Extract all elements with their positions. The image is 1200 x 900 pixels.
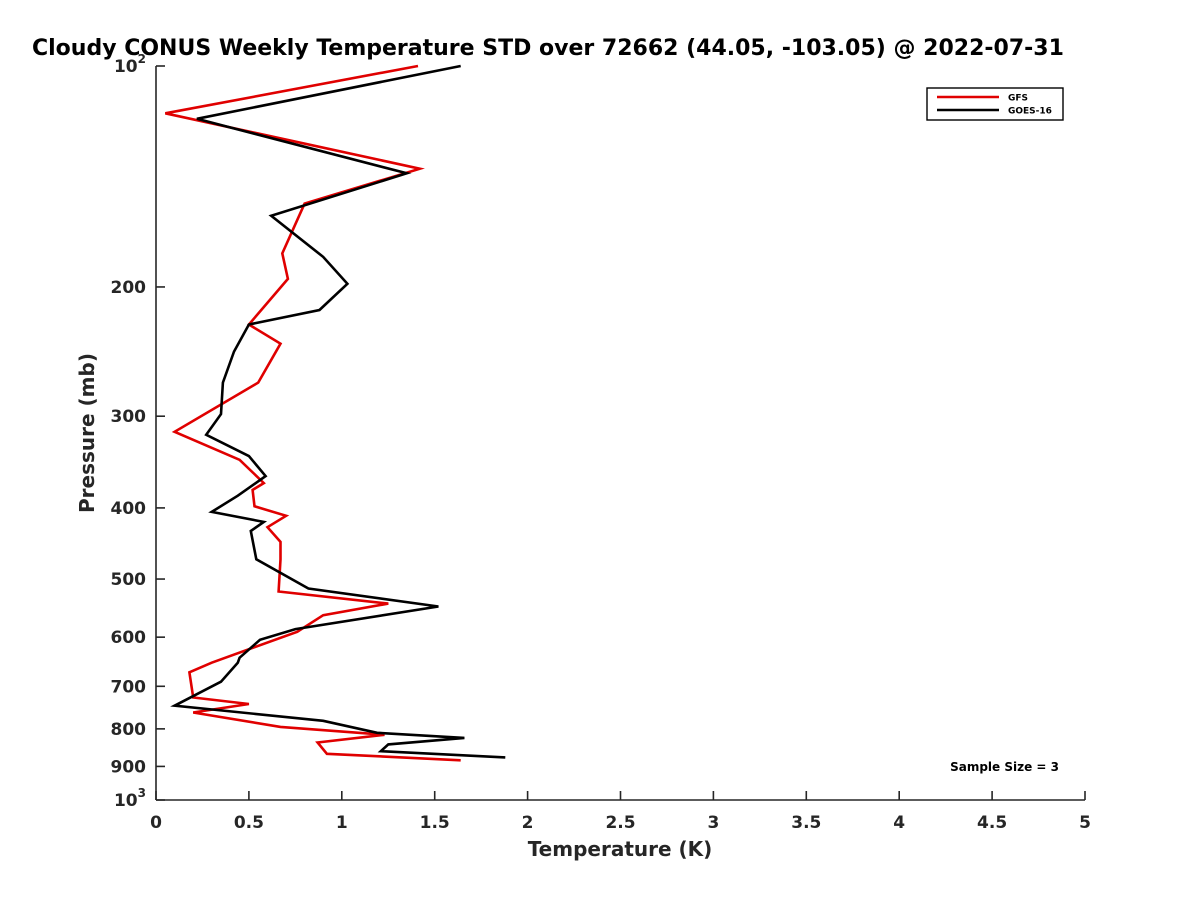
y-tick-label: 200 [111,278,147,298]
legend-label-gfs: GFS [1008,94,1028,104]
series-line-goes-16 [170,64,506,759]
y-tick-label: 102 [114,52,146,77]
y-tick-label: 300 [111,407,147,427]
x-tick-label: 2 [522,813,534,833]
y-tick-label: 600 [111,628,147,648]
y-tick-label: 700 [111,677,147,697]
series-layer [165,64,506,762]
x-tick-label: 3.5 [791,813,821,833]
x-axis-label: Temperature (K) [528,837,713,861]
legend-box [926,87,1064,121]
y-tick-label: 103 [114,786,146,811]
x-tick-label: 4 [893,813,905,833]
y-tick-label: 400 [111,499,147,519]
y-axis-label: Pressure (mb) [75,353,99,513]
chart-title: Cloudy CONUS Weekly Temperature STD over… [32,36,1064,61]
x-tick-label: 1 [336,813,348,833]
x-tick-label: 3 [707,813,719,833]
sample-size-annotation: Sample Size = 3 [950,760,1059,774]
x-tick-label: 5 [1079,813,1091,833]
y-tick-label: 800 [111,720,147,740]
legend-label-goes-16: GOES-16 [1008,107,1052,117]
y-tick-label: 500 [111,570,147,590]
x-tick-label: 0 [150,813,162,833]
x-tick-label: 1.5 [420,813,450,833]
x-tick-label: 0.5 [234,813,264,833]
x-tick-label: 4.5 [977,813,1007,833]
x-tick-label: 2.5 [605,813,635,833]
series-line-gfs [165,64,461,762]
legend: GFS GOES-16 [926,87,1064,121]
axis-ticks: 0 0.5 1 1.5 2 2.5 3 3.5 4 4.5 5 102 200 300 400 500 600 7… [111,52,1091,833]
y-tick-label: 900 [111,757,147,777]
